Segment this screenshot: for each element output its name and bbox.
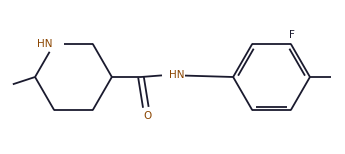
Text: HN: HN (37, 39, 52, 49)
Text: O: O (143, 111, 151, 121)
Text: F: F (289, 30, 295, 40)
Text: HN: HN (169, 70, 185, 80)
